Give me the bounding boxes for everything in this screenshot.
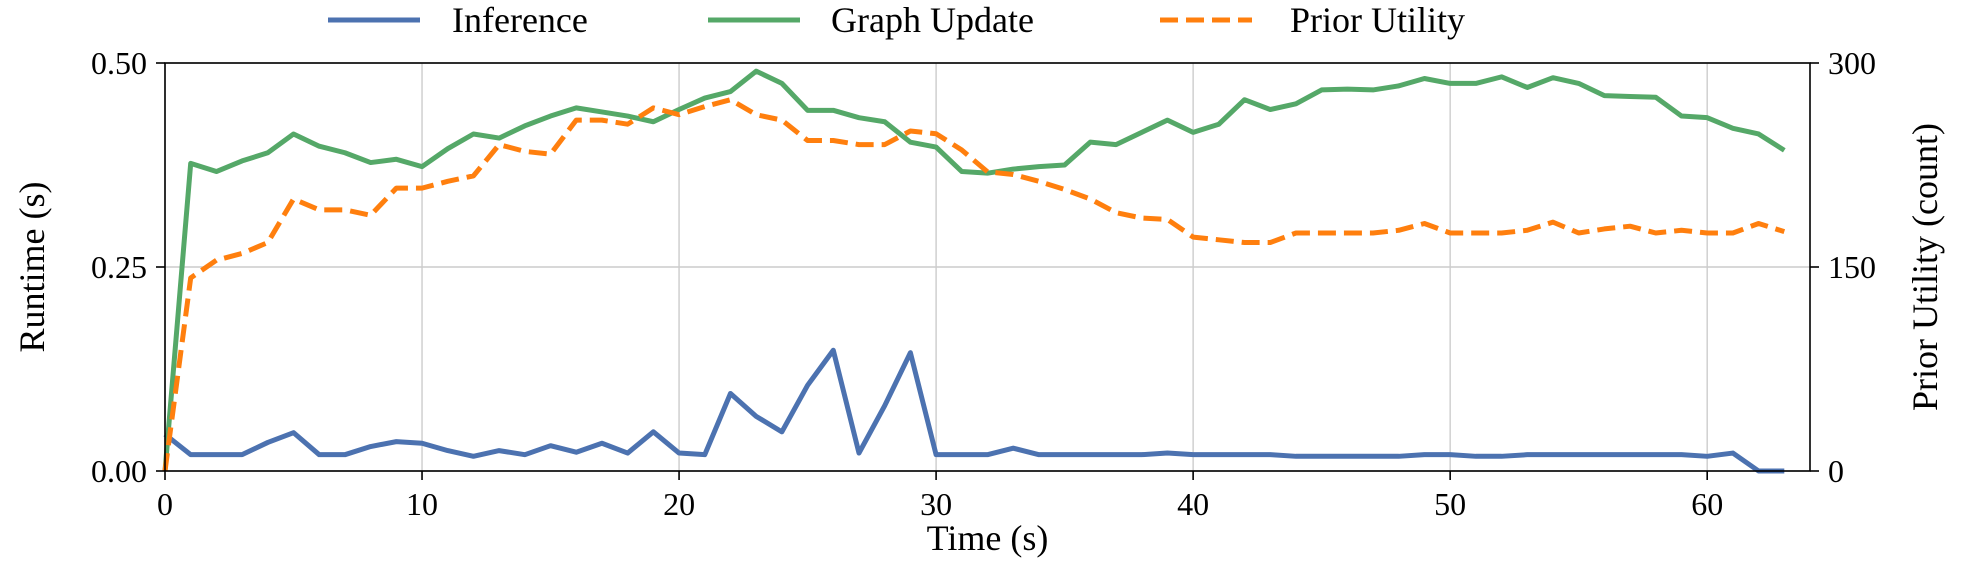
x-tick-label: 0 (157, 486, 173, 522)
legend-label-inference: Inference (452, 0, 588, 40)
series-layer (162, 68, 1786, 474)
x-axis-title: Time (s) (927, 518, 1049, 558)
legend: Inference Graph Update Prior Utility (328, 0, 1465, 40)
x-tick-label: 40 (1177, 486, 1209, 522)
y-axis-right-title: Prior Utility (count) (1905, 123, 1945, 411)
x-tick-label: 60 (1691, 486, 1723, 522)
ticks: 0 10 20 30 40 50 60 0.00 0.25 0.50 0 150 300 (91, 45, 1876, 522)
series-line-prior-utility (162, 97, 1786, 472)
x-tick-label: 20 (663, 486, 695, 522)
y-right-tick-label: 150 (1828, 249, 1876, 285)
series-line-graph-update (162, 68, 1786, 472)
y-left-tick-label: 0.00 (91, 453, 147, 489)
legend-label-prior-utility: Prior Utility (1290, 0, 1465, 40)
x-tick-label: 10 (406, 486, 438, 522)
y-left-tick-label: 0.25 (91, 249, 147, 285)
y-right-tick-label: 0 (1828, 453, 1844, 489)
x-tick-label: 30 (920, 486, 952, 522)
legend-label-graph-update: Graph Update (831, 0, 1034, 40)
y-left-tick-label: 0.50 (91, 45, 147, 81)
y-right-tick-label: 300 (1828, 45, 1876, 81)
grid (164, 62, 1810, 472)
y-axis-left-title: Runtime (s) (12, 182, 52, 353)
series-line-inference (163, 347, 1785, 474)
x-tick-label: 50 (1434, 486, 1466, 522)
